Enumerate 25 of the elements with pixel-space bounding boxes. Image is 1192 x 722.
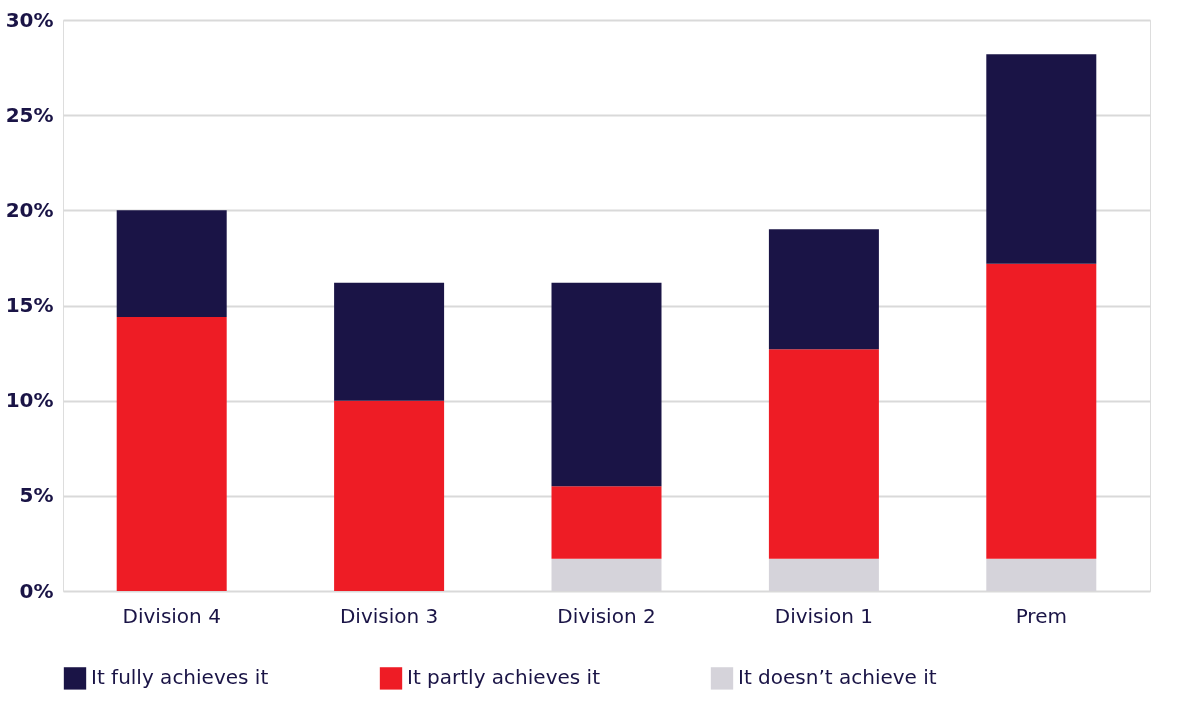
bar — [334, 282, 445, 401]
y-tick-label: 5% — [19, 483, 54, 508]
bar — [551, 282, 662, 487]
bar — [116, 210, 227, 317]
x-tick-label: Division 2 — [557, 603, 656, 628]
x-tick-label: Division 4 — [122, 603, 221, 628]
x-tick-label: Prem — [1015, 603, 1067, 628]
y-tick-label: 0% — [19, 578, 54, 603]
bar — [986, 54, 1097, 264]
legend-label: It partly achieves it — [407, 665, 601, 690]
y-tick-label: 30% — [5, 7, 54, 32]
bar — [768, 349, 879, 559]
legend-label: It fully achieves it — [91, 665, 269, 690]
y-tick-label: 15% — [5, 293, 54, 317]
x-tick-label: Division 3 — [339, 603, 439, 628]
legend-label: It doesn’t achieve it — [738, 665, 937, 690]
bar — [116, 316, 227, 591]
x-tick-label: Division 1 — [774, 603, 874, 628]
bar — [551, 486, 662, 559]
y-tick-label: 10% — [5, 388, 54, 413]
y-tick-label: 25% — [5, 102, 54, 127]
bar — [986, 263, 1097, 559]
bar — [334, 400, 445, 591]
y-tick-label: 20% — [5, 197, 54, 222]
bar — [768, 229, 879, 350]
